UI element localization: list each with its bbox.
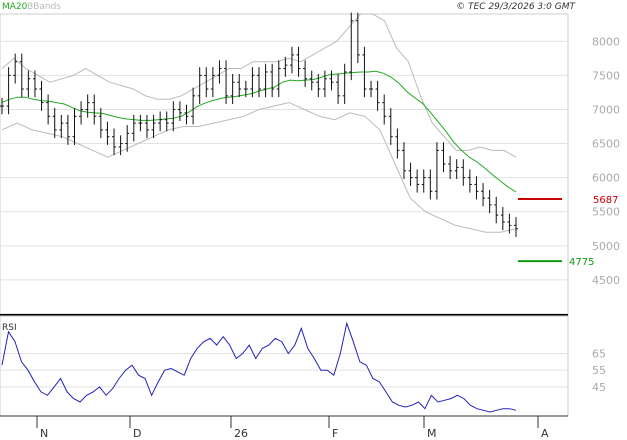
price-y-axis: 8000 7500 7000 6500 6000 5500 5000 4500 [592, 35, 620, 287]
x-tick-label: A [541, 427, 549, 440]
bbands-legend: BBands [27, 2, 61, 12]
rsi-grid [0, 352, 568, 388]
price-tick-label: 7500 [592, 69, 620, 82]
x-tick-label: M [427, 427, 437, 440]
support-label: 4775 [569, 257, 594, 268]
ma20-legend: MA20 [2, 2, 28, 12]
x-tick-label: 26 [234, 427, 248, 440]
bbands-upper-line [1, 13, 517, 158]
rsi-y-axis: 65 55 45 [592, 347, 606, 393]
rsi-line [1, 321, 517, 413]
price-tick-label: 8000 [592, 35, 620, 48]
resistance-label: 5687 [593, 195, 618, 206]
price-tick-label: 6500 [592, 138, 620, 151]
price-tick-label: 6000 [592, 172, 620, 185]
x-axis: N D 26 F M A [36, 416, 549, 440]
price-tick-label: 4500 [592, 274, 620, 287]
rsi-tick-label: 45 [592, 381, 606, 394]
x-tick-label: D [133, 427, 141, 440]
bbands-lower-line [1, 102, 517, 233]
price-tick-label: 5500 [592, 206, 620, 219]
copyright-label: © TEC 29/3/2026 3:0 GMT [456, 2, 576, 12]
rsi-tick-label: 65 [592, 347, 606, 360]
x-tick-label: N [40, 427, 48, 440]
rsi-tick-label: 55 [592, 364, 606, 377]
price-tick-label: 7000 [592, 103, 620, 116]
rsi-title: RSI [2, 323, 17, 333]
price-bars [0, 12, 518, 237]
x-tick-label: F [332, 427, 338, 440]
price-tick-label: 5000 [592, 240, 620, 253]
support-resistance-levels: 5687 4775 [518, 195, 618, 268]
